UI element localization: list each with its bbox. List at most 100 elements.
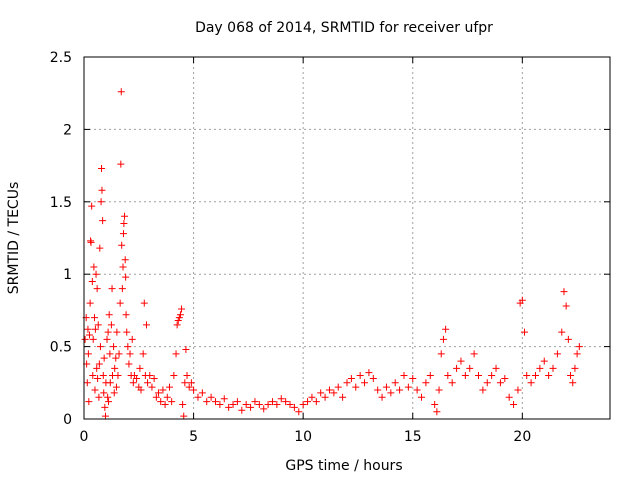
data-point: [142, 321, 150, 329]
data-point: [98, 186, 106, 194]
data-point: [178, 305, 186, 313]
data-point: [114, 372, 122, 380]
data-point: [129, 379, 137, 387]
data-point: [321, 393, 329, 401]
data-point: [260, 405, 268, 413]
data-point: [112, 354, 120, 362]
x-tick-label: 5: [189, 429, 198, 445]
data-point: [496, 379, 504, 387]
data-point: [117, 88, 125, 96]
data-point: [117, 160, 125, 168]
data-point: [404, 383, 412, 391]
data-point: [308, 393, 316, 401]
data-point: [104, 393, 112, 401]
data-point: [330, 389, 338, 397]
data-point: [155, 389, 163, 397]
data-points-layer: [81, 88, 583, 420]
data-point: [339, 393, 347, 401]
data-point: [159, 386, 167, 394]
data-point: [382, 383, 390, 391]
data-point: [483, 379, 491, 387]
data-point: [567, 372, 575, 380]
data-point: [422, 379, 430, 387]
data-point: [273, 401, 281, 409]
data-point: [387, 389, 395, 397]
y-tick-label: 1: [63, 267, 72, 283]
data-point: [194, 393, 202, 401]
data-point: [203, 398, 211, 406]
data-point: [121, 256, 129, 264]
data-point: [433, 408, 441, 416]
data-point: [110, 389, 118, 397]
data-point: [87, 238, 95, 246]
data-point: [510, 401, 518, 409]
data-point: [185, 383, 193, 391]
data-point: [229, 401, 237, 409]
y-tick-label: 1.5: [50, 195, 72, 211]
data-point: [81, 335, 89, 343]
data-point: [85, 398, 93, 406]
y-tick-label: 2.5: [50, 50, 72, 66]
data-point: [144, 379, 152, 387]
data-point: [101, 403, 109, 411]
data-point: [413, 386, 421, 394]
data-point: [106, 379, 114, 387]
data-point: [571, 364, 579, 372]
data-point: [343, 379, 351, 387]
data-point: [290, 403, 298, 411]
data-point: [86, 299, 94, 307]
data-point: [396, 386, 404, 394]
data-point: [560, 288, 568, 296]
data-point: [238, 406, 246, 414]
data-point: [334, 383, 342, 391]
data-point: [356, 372, 364, 380]
data-point: [126, 350, 134, 358]
data-point: [93, 364, 101, 372]
data-point: [176, 311, 184, 319]
data-point: [453, 364, 461, 372]
data-point: [133, 374, 141, 382]
data-point: [89, 372, 97, 380]
data-point: [268, 398, 276, 406]
data-point: [225, 403, 233, 411]
data-point: [312, 398, 320, 406]
data-point: [101, 412, 109, 420]
data-point: [347, 374, 355, 382]
data-point: [152, 393, 160, 401]
data-point: [183, 372, 191, 380]
data-point: [105, 398, 113, 406]
x-tick-label: 0: [80, 429, 89, 445]
data-point: [409, 374, 417, 382]
data-point: [84, 350, 92, 358]
data-point: [466, 364, 474, 372]
data-point: [569, 379, 577, 387]
data-point: [521, 328, 529, 336]
data-point: [514, 386, 522, 394]
data-point: [277, 395, 285, 403]
data-point: [352, 383, 360, 391]
data-point: [137, 386, 145, 394]
data-point: [180, 412, 188, 420]
x-tick-label: 15: [404, 429, 422, 445]
data-point: [88, 202, 96, 210]
data-point: [119, 230, 127, 238]
data-point: [118, 285, 126, 293]
data-point: [233, 398, 241, 406]
data-point: [157, 398, 165, 406]
grid-layer: [84, 57, 610, 419]
data-point: [505, 393, 513, 401]
data-point: [475, 372, 482, 380]
x-axis-label: GPS time / hours: [285, 458, 402, 474]
data-point: [103, 335, 111, 343]
data-point: [553, 350, 561, 358]
data-point: [439, 335, 447, 343]
data-point: [369, 374, 377, 382]
data-point: [573, 350, 581, 358]
data-point: [148, 383, 156, 391]
data-point: [121, 212, 129, 220]
data-point: [255, 401, 263, 409]
data-point: [431, 401, 439, 409]
data-point: [479, 386, 487, 394]
data-point: [98, 164, 106, 172]
